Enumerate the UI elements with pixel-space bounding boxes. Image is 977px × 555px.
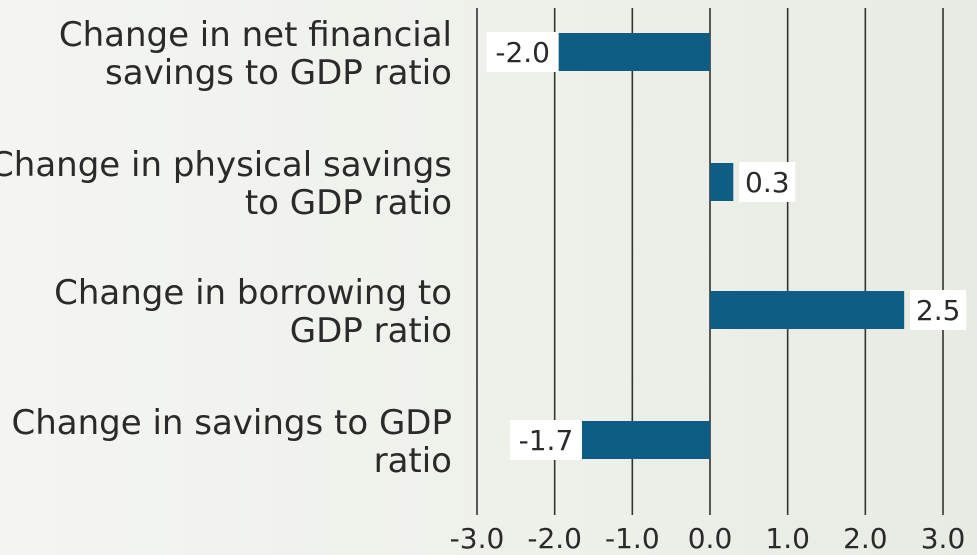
- data-labels: -2.0 0.3 2.5 -1.7: [486, 32, 967, 460]
- category-label-line: ratio: [374, 441, 452, 481]
- x-tick-label: 0.0: [688, 522, 733, 555]
- bar: [710, 163, 734, 201]
- category-label: Change in physical savings to GDP ratio: [0, 145, 452, 223]
- data-label: -1.7: [519, 424, 574, 457]
- category-label: Change in net financial savings to GDP ra…: [59, 15, 452, 93]
- category-label-line: Change in borrowing to: [54, 273, 452, 313]
- bar: [554, 33, 710, 71]
- x-tick-label: 2.0: [843, 522, 888, 555]
- category-label-line: GDP ratio: [290, 311, 452, 351]
- x-tick-label: -1.0: [605, 522, 660, 555]
- data-label: -2.0: [495, 36, 550, 69]
- category-label-line: Change in physical savings: [0, 145, 452, 185]
- data-label-background: [739, 162, 796, 202]
- data-label: 0.3: [745, 166, 790, 199]
- bars: [554, 33, 905, 459]
- bar: [710, 291, 905, 329]
- x-tick-label: -2.0: [527, 522, 582, 555]
- gridlines: [476, 8, 944, 515]
- bar: [577, 421, 710, 459]
- data-label-background: [910, 290, 967, 330]
- x-axis-tick-labels: -3.0 -2.0 -1.0 0.0 1.0 2.0 3.0: [450, 522, 966, 555]
- category-labels: Change in net financial savings to GDP ra…: [0, 15, 452, 481]
- x-tick-label: -3.0: [450, 522, 505, 555]
- category-label-line: savings to GDP ratio: [105, 53, 452, 93]
- x-tick-label: 1.0: [765, 522, 810, 555]
- data-label-background: [509, 420, 582, 460]
- data-label-background: [486, 32, 559, 72]
- category-label: Change in savings to GDP ratio: [11, 403, 452, 481]
- category-label-line: to GDP ratio: [245, 183, 452, 223]
- category-label: Change in borrowing to GDP ratio: [54, 273, 452, 351]
- category-label-line: Change in net financial: [59, 15, 452, 55]
- x-tick-label: 3.0: [921, 522, 966, 555]
- data-label: 2.5: [916, 294, 961, 327]
- category-label-line: Change in savings to GDP: [11, 403, 452, 443]
